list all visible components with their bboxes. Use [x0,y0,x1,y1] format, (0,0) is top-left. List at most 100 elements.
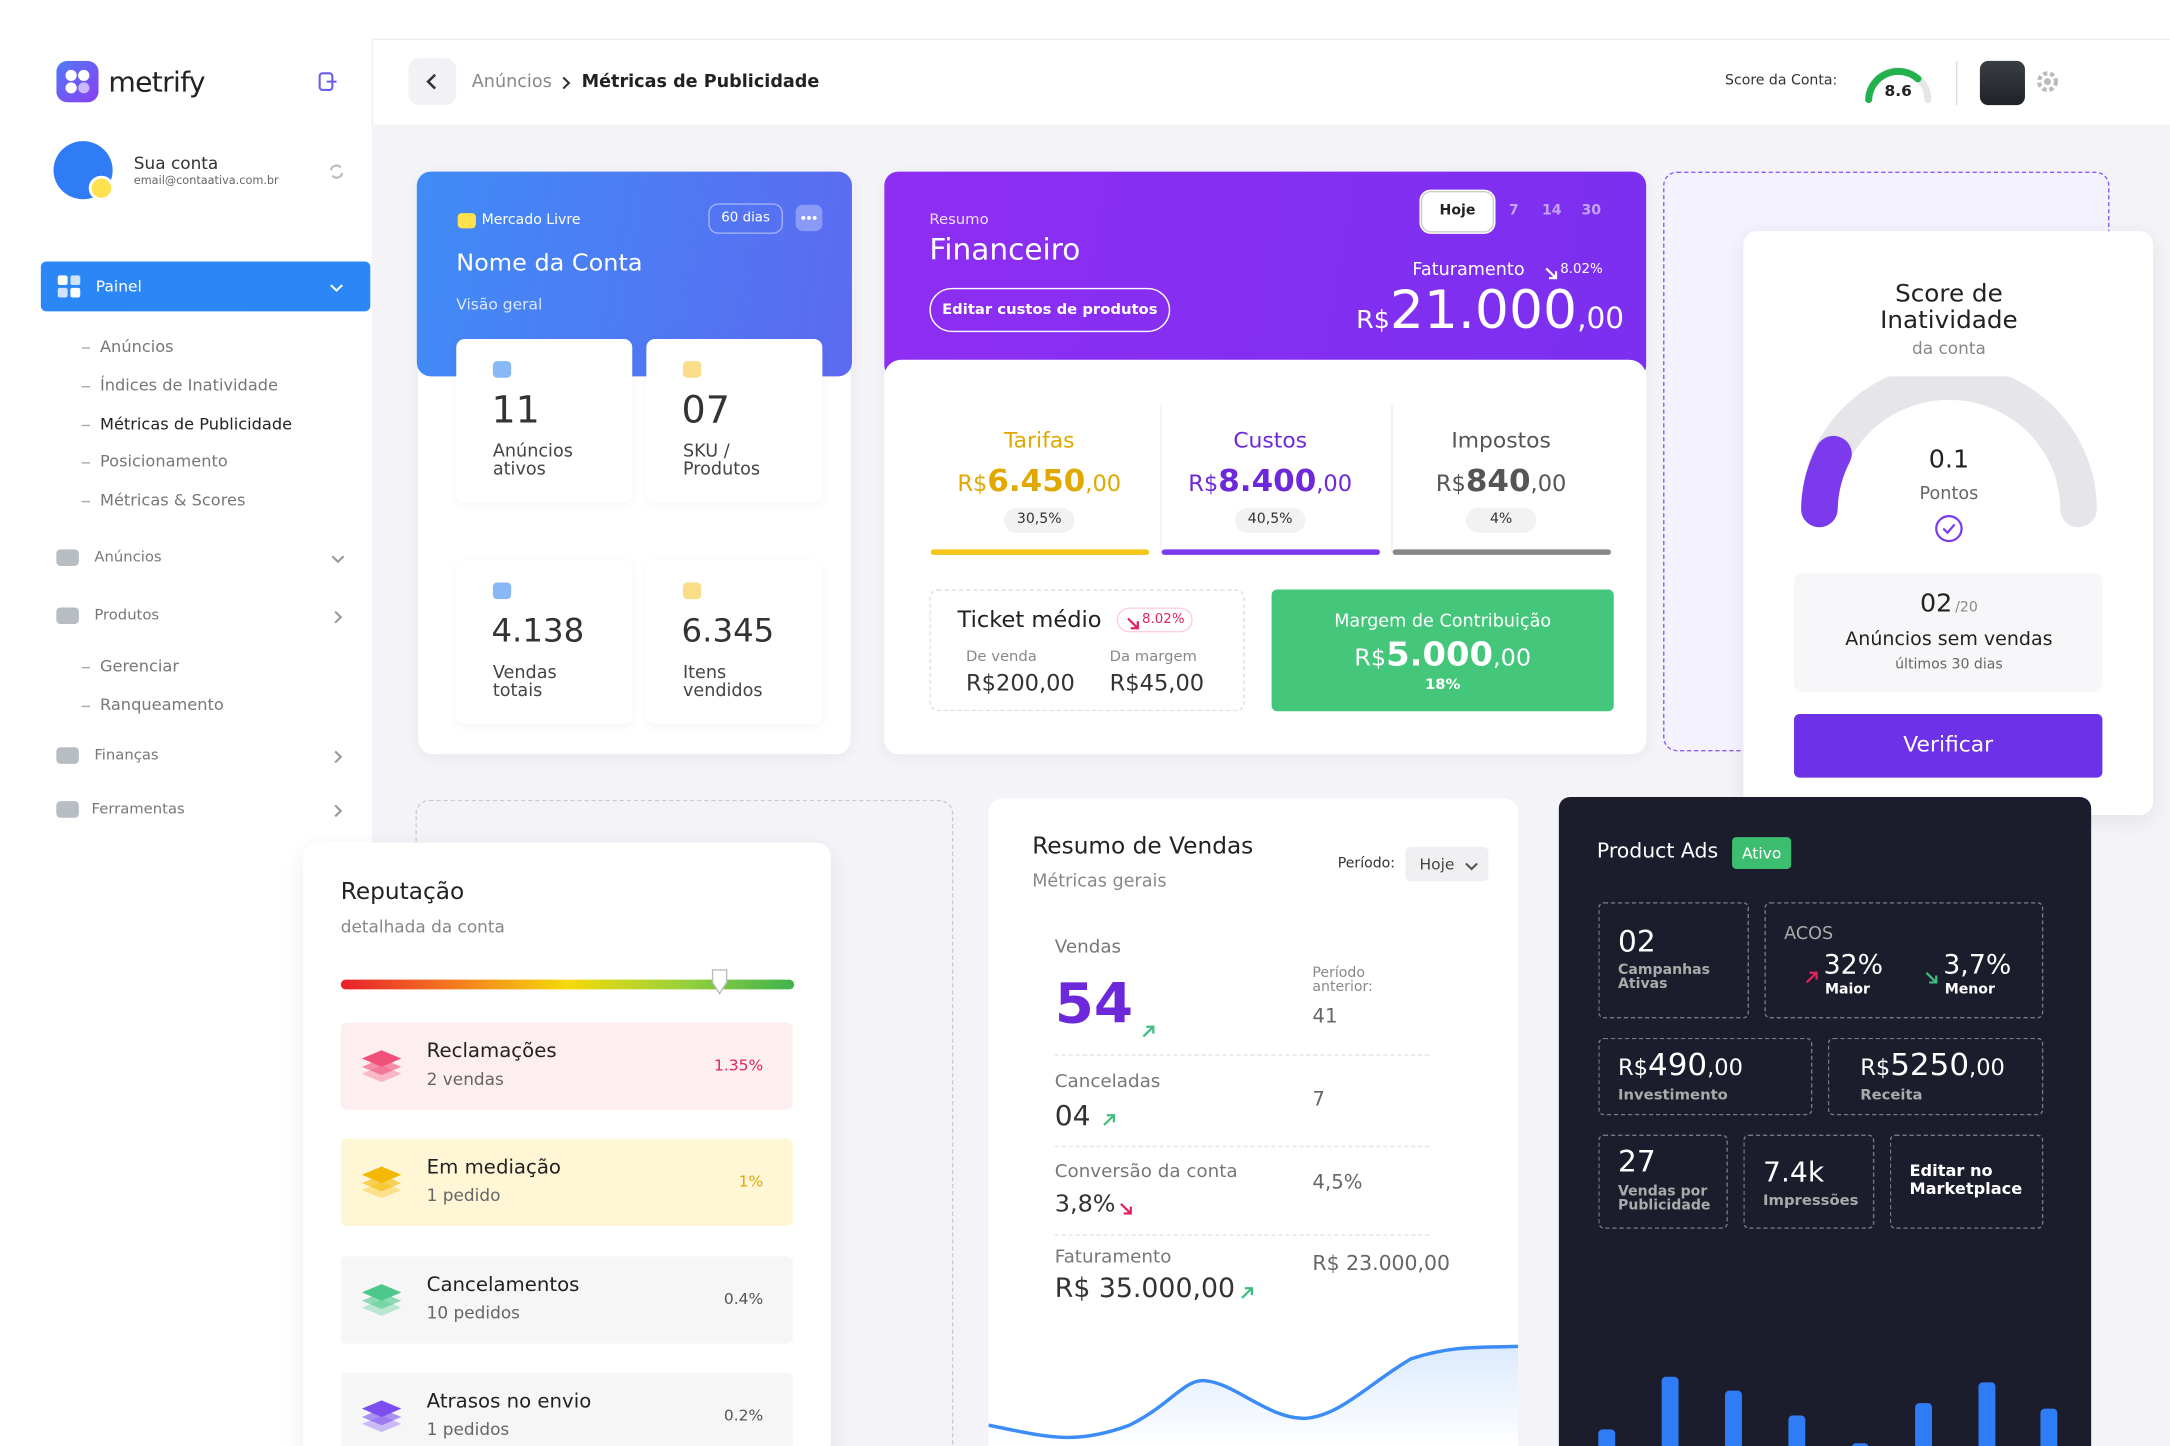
reputation-icon [360,1280,402,1322]
switch-account [327,162,347,181]
ticket-change-arrow [1125,613,1139,630]
period-dropdown-text[interactable]: Hoje [1419,855,1455,874]
stat-icon [492,582,512,600]
money-cents: ,00 [1493,644,1532,673]
period-option[interactable]: 30 [1581,203,1602,219]
menu-icon [55,743,80,768]
submenu-item[interactable]: Gerenciar [99,656,180,676]
menu-label[interactable]: Painel [95,277,142,296]
score-gauge [1862,62,1935,104]
menu-label[interactable]: Finanças [94,746,159,764]
cost-value: R$ 840,00 [1436,467,1567,498]
impressions-value: 7.4k [1763,1155,1825,1189]
submenu-item[interactable]: Anúncios [99,336,174,356]
menu-chevron [330,549,347,566]
money-amount: 21.000 [1389,279,1578,341]
reputation-icon [360,1046,402,1088]
count-subtitle: últimos 30 dias [1895,657,2003,673]
reputation-item-name: Em mediação [426,1156,562,1179]
money-cents: ,00 [1530,470,1567,497]
reputation-item [340,1022,793,1110]
sales-row-label: Canceladas [1054,1071,1161,1093]
menu-dash [81,705,91,708]
verify-button[interactable] [1794,714,2103,778]
acos-high: 32% [1823,949,1884,981]
stat-value: 07 [681,389,730,433]
topbar [371,38,2170,125]
period-active[interactable] [1419,189,1496,234]
stat-icon [492,361,512,378]
ticket-title: Ticket médio [957,606,1102,633]
reputation-item-detail: 1 pedidos [426,1419,510,1440]
menu-item-active[interactable] [40,261,371,312]
stat-icon [682,582,702,600]
sales-row-previous: 7 [1312,1088,1325,1112]
marketplace-icon [457,213,476,229]
menu-label[interactable]: Anúncios [94,548,162,566]
money-cents: ,00 [1707,1054,1743,1081]
cost-share-pill [1234,507,1306,533]
account-subtitle: Visão geral [456,295,543,314]
ads-chart-bar [1661,1376,1679,1446]
inactivity-title: Score de Inatividade [1880,280,2018,335]
contribution-box [1271,589,1614,712]
money-cents: ,00 [1085,470,1122,497]
inactivity-gauge [1797,364,2101,537]
submenu-item[interactable]: Ranqueamento [99,694,224,715]
acos-high-label: Maior [1825,982,1870,998]
reputation-scale [340,979,795,990]
submenu-item[interactable]: Métricas de Publicidade [99,414,293,434]
money-cents: ,00 [1316,470,1353,497]
money-currency: R$ [1188,470,1219,497]
back-button[interactable] [408,58,457,106]
settings[interactable] [2036,71,2059,93]
sales-subtitle: Métricas gerais [1032,870,1167,891]
sales-row-previous: R$ 23.000,00 [1312,1253,1451,1276]
brand: metrify [108,65,205,99]
sales-row-label: Conversão da conta [1054,1161,1238,1183]
stat-value: 11 [491,389,540,433]
menu-label[interactable]: Produtos [94,607,160,624]
menu-chevron [330,747,347,764]
ads-tile [1598,1037,1813,1116]
submenu-item[interactable]: Métricas & Scores [99,490,246,510]
edit-marketplace[interactable]: Editar no Marketplace [1909,1160,2023,1199]
ads-tile[interactable] [1889,1134,2044,1229]
revenue-value: R$ 21.000,00 [1356,284,1624,337]
menu-dash [81,462,91,464]
reputation-item-detail: 2 vendas [426,1069,504,1089]
sales-row-divider [1054,1234,1430,1236]
period-option[interactable]: 7 [1508,203,1519,219]
sales-row-previous: 4,5% [1312,1172,1363,1195]
ads-status: Ativo [1741,844,1782,863]
marketplace-name: Mercado Livre [481,213,581,229]
column-divider [1391,404,1393,554]
reputation-item [340,1138,793,1226]
ads-tile [1598,1134,1728,1229]
edit-costs-button[interactable] [929,287,1171,333]
stat-label: Anúncios ativos [492,440,573,479]
money-amount: 5.000 [1386,635,1494,674]
cost-share-pill [1004,507,1075,533]
cost-value: R$ 6.450,00 [957,467,1122,498]
breadcrumb-item[interactable]: Anúncios [471,70,552,91]
menu-label[interactable]: Ferramentas [91,800,185,818]
ads-chart-bar [1978,1382,1996,1446]
reputation-item-detail: 10 pedidos [426,1303,520,1323]
contribution-title: Margem de Contribuição [1334,609,1552,631]
collapse-button[interactable] [317,71,340,93]
trend-arrow [1101,1110,1116,1127]
submenu-item[interactable]: Posicionamento [99,451,228,471]
period-dropdown[interactable] [1405,846,1489,882]
inactivity-score: 0.1 [1928,445,1970,475]
more-button[interactable] [795,204,823,232]
submenu-item[interactable]: Índices de Inatividade [99,375,278,395]
money-cents: ,00 [1969,1054,2005,1081]
count-total: /20 [1955,600,1978,616]
ticket-sale: R$200,00 [966,669,1075,697]
period-pill[interactable] [708,203,783,234]
period-option[interactable]: Hoje [1439,203,1476,219]
period-option[interactable]: 14 [1542,203,1562,219]
verify-button-text[interactable]: Verificar [1903,732,1994,758]
